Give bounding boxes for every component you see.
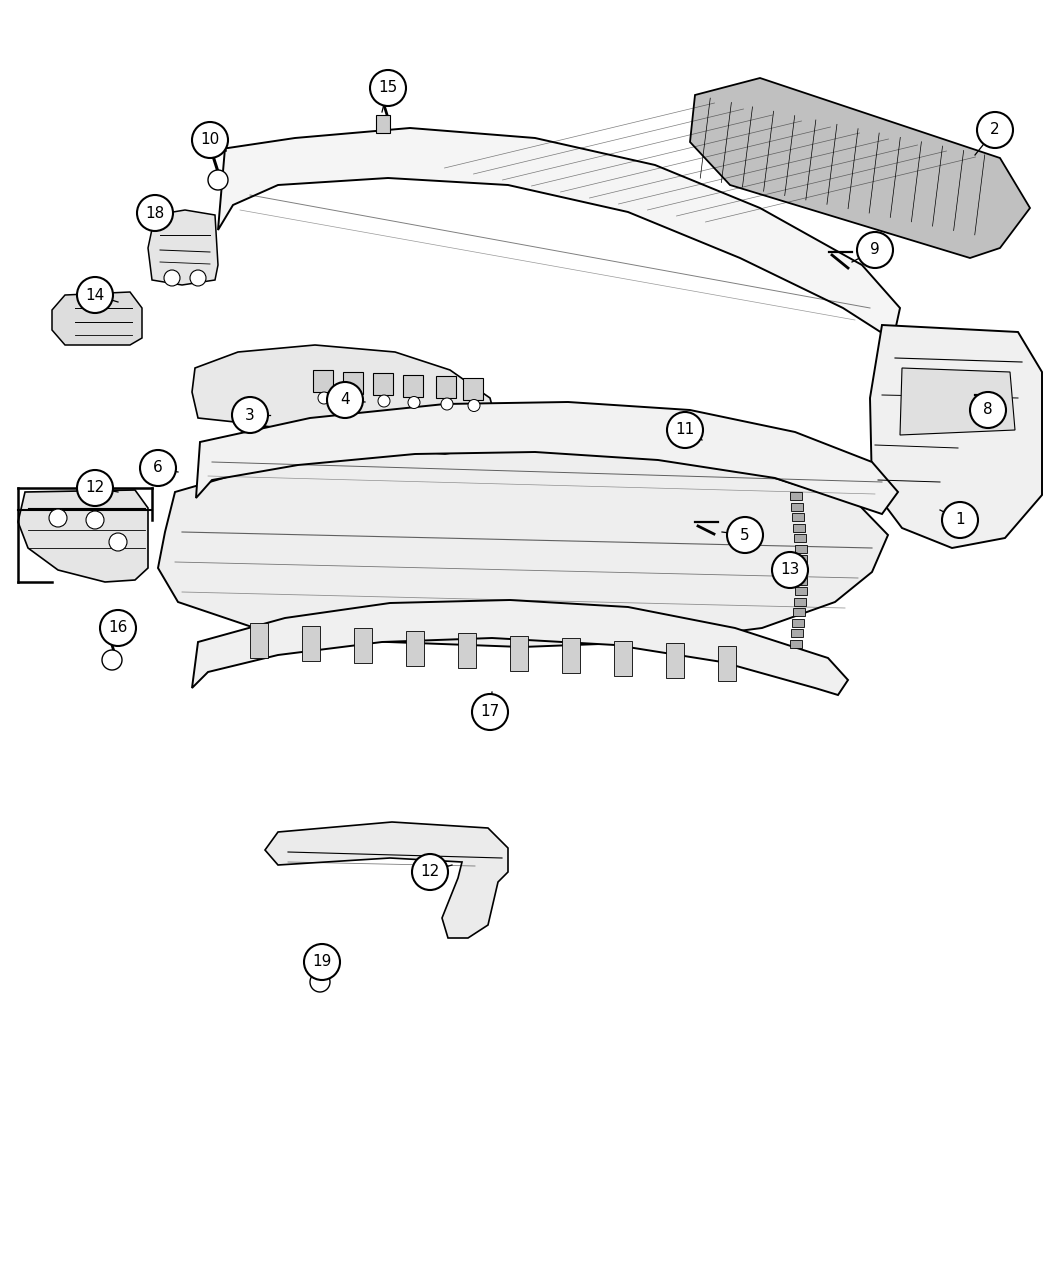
Circle shape xyxy=(667,412,704,448)
Text: 9: 9 xyxy=(870,242,880,258)
Text: 15: 15 xyxy=(378,80,398,96)
Text: 18: 18 xyxy=(145,205,165,221)
Polygon shape xyxy=(158,449,888,646)
Polygon shape xyxy=(52,292,142,346)
Bar xyxy=(458,632,476,668)
Bar xyxy=(795,556,806,564)
Circle shape xyxy=(164,270,180,286)
Circle shape xyxy=(318,391,330,404)
Circle shape xyxy=(86,511,104,529)
Circle shape xyxy=(140,450,176,486)
Circle shape xyxy=(412,854,448,890)
Bar xyxy=(795,544,806,553)
Text: 17: 17 xyxy=(481,705,500,719)
Polygon shape xyxy=(18,490,148,581)
Circle shape xyxy=(472,694,508,731)
Circle shape xyxy=(772,552,808,588)
Circle shape xyxy=(857,232,892,268)
Bar xyxy=(250,623,268,658)
Circle shape xyxy=(136,195,173,231)
Circle shape xyxy=(208,170,228,190)
Bar xyxy=(354,629,372,663)
Text: 4: 4 xyxy=(340,393,350,408)
Bar xyxy=(436,376,456,398)
Text: 3: 3 xyxy=(245,408,255,422)
Circle shape xyxy=(468,399,480,412)
Polygon shape xyxy=(218,128,900,340)
Bar xyxy=(510,635,528,671)
Bar xyxy=(666,643,684,678)
Circle shape xyxy=(77,470,113,506)
Text: 1: 1 xyxy=(956,513,965,528)
Text: 19: 19 xyxy=(312,955,332,969)
Text: 11: 11 xyxy=(675,422,695,437)
Polygon shape xyxy=(192,601,848,695)
Text: 13: 13 xyxy=(780,562,800,578)
Polygon shape xyxy=(192,346,498,454)
Bar xyxy=(614,640,632,676)
Text: 12: 12 xyxy=(85,481,105,496)
Bar xyxy=(790,492,802,500)
Circle shape xyxy=(408,397,420,408)
Circle shape xyxy=(109,533,127,551)
Text: 10: 10 xyxy=(201,133,219,148)
Circle shape xyxy=(77,277,113,312)
Bar xyxy=(795,566,807,574)
Bar xyxy=(793,608,805,616)
Circle shape xyxy=(100,609,136,646)
Circle shape xyxy=(49,509,67,527)
Circle shape xyxy=(327,382,363,418)
Circle shape xyxy=(310,972,330,992)
Bar xyxy=(793,524,805,532)
Bar xyxy=(795,576,806,584)
Text: 5: 5 xyxy=(740,528,750,542)
Circle shape xyxy=(232,397,268,434)
Polygon shape xyxy=(196,402,898,514)
Bar xyxy=(562,638,580,673)
Bar xyxy=(790,640,802,648)
Polygon shape xyxy=(148,210,218,286)
Circle shape xyxy=(370,70,406,106)
Circle shape xyxy=(727,516,763,553)
Circle shape xyxy=(976,112,1013,148)
Bar xyxy=(406,631,424,666)
Polygon shape xyxy=(900,368,1015,435)
Text: 8: 8 xyxy=(983,403,993,417)
Bar xyxy=(302,626,320,660)
Text: 12: 12 xyxy=(420,864,440,880)
Bar xyxy=(373,374,393,395)
Bar xyxy=(794,598,806,606)
Circle shape xyxy=(942,502,978,538)
Circle shape xyxy=(102,650,122,669)
Text: 2: 2 xyxy=(990,122,1000,138)
Bar xyxy=(792,513,804,521)
Bar xyxy=(313,370,333,391)
Text: 14: 14 xyxy=(85,287,105,302)
Bar xyxy=(795,588,806,595)
Circle shape xyxy=(378,395,390,407)
Text: 16: 16 xyxy=(108,621,128,635)
Bar xyxy=(718,645,736,681)
Bar xyxy=(343,371,363,394)
Circle shape xyxy=(304,944,340,980)
Polygon shape xyxy=(265,822,508,938)
Bar xyxy=(794,534,806,542)
Circle shape xyxy=(190,270,206,286)
Circle shape xyxy=(348,394,360,405)
Bar xyxy=(791,502,803,510)
Circle shape xyxy=(970,391,1006,428)
Bar xyxy=(791,630,803,638)
Bar xyxy=(792,618,804,627)
Circle shape xyxy=(441,398,453,411)
Circle shape xyxy=(192,122,228,158)
Polygon shape xyxy=(870,325,1042,548)
Polygon shape xyxy=(690,78,1030,258)
Text: 6: 6 xyxy=(153,460,163,476)
Bar xyxy=(376,115,390,133)
Bar xyxy=(463,377,483,399)
Bar xyxy=(403,375,423,397)
